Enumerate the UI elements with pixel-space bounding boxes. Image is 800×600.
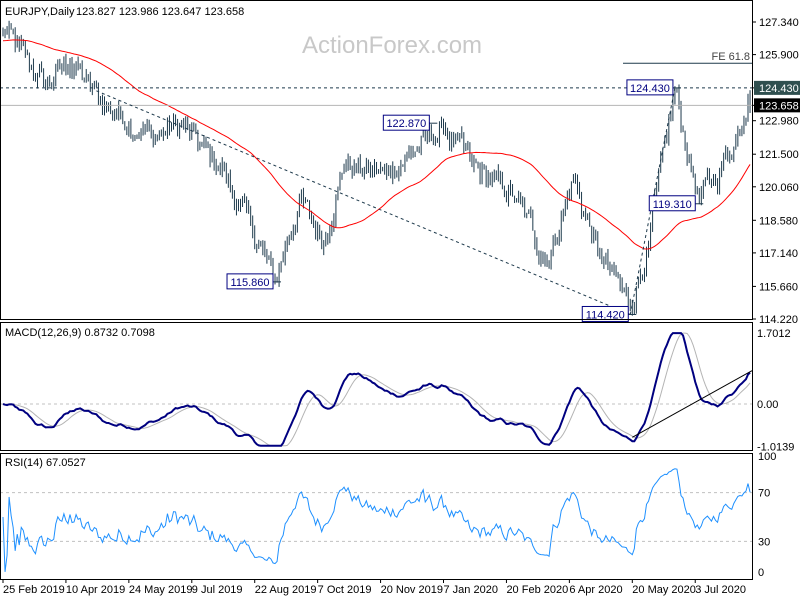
date-tick-label: 20 May 2020 xyxy=(632,584,696,596)
rsi-title: RSI(14) 67.0527 xyxy=(5,457,86,469)
macd-signal-line xyxy=(2,332,751,447)
rsi-tick-label: 0 xyxy=(758,567,764,579)
date-tick-label: 24 May 2019 xyxy=(129,584,193,596)
macd-tick-label: -1.0139 xyxy=(757,441,794,453)
price-tick-label: 121.500 xyxy=(759,149,799,161)
rsi-line xyxy=(2,468,751,572)
date-tick-label: 9 Jul 2019 xyxy=(192,584,243,596)
macd-title: MACD(12,26,9) 0.8732 0.7098 xyxy=(5,327,155,339)
rsi-tick-label: 100 xyxy=(758,451,776,463)
price-annotation-label: 124.430 xyxy=(630,83,670,95)
date-tick-label: 22 Aug 2019 xyxy=(255,584,317,596)
price-annotation-label: 115.860 xyxy=(231,277,270,289)
macd-panel[interactable] xyxy=(0,332,753,447)
rsi-tick-label: 30 xyxy=(758,536,770,548)
price-annotation-box xyxy=(626,79,674,96)
price-annotation-box xyxy=(382,114,430,131)
macd-line xyxy=(2,332,751,447)
date-tick-label: 20 Feb 2020 xyxy=(506,584,568,596)
moving-average-line xyxy=(2,39,751,250)
price-panel[interactable]: FE 61.8 115.860 122.870 124.430 119.310 114.4… xyxy=(0,20,752,322)
symbol-timeframe: EURJPY,Daily xyxy=(5,6,75,18)
date-tick-label: 3 Jul 2020 xyxy=(695,584,746,596)
resistance-price-tag xyxy=(754,80,800,95)
price-tick-label: 127.340 xyxy=(759,17,799,29)
date-tick-label: 25 Feb 2019 xyxy=(3,584,65,596)
panel-frame xyxy=(0,0,753,320)
price-tick-label: 122.980 xyxy=(759,116,799,128)
date-tick-label: 6 Apr 2020 xyxy=(569,584,622,596)
macd-trendline[interactable] xyxy=(632,370,753,438)
macd-tick-label: 1.7012 xyxy=(757,328,791,340)
price-annotation-box xyxy=(581,305,629,322)
macd-tick-label: 0.00 xyxy=(757,399,778,411)
rsi-panel[interactable] xyxy=(0,468,752,572)
price-tick-label: 120.060 xyxy=(759,182,799,194)
watermark: ActionForex.com xyxy=(302,32,482,59)
price-tick-label: 118.580 xyxy=(759,215,798,227)
rsi-tick-label: 70 xyxy=(758,488,770,500)
price-tick-label: 124.430 xyxy=(759,83,799,95)
price-annotation-box xyxy=(648,195,696,212)
price-annotation-label: 119.310 xyxy=(653,199,692,211)
date-tick-label: 7 Jan 2020 xyxy=(444,584,498,596)
date-tick-label: 20 Nov 2019 xyxy=(381,584,443,596)
panel-frame xyxy=(0,453,753,580)
price-annotation-label: 122.870 xyxy=(386,118,426,130)
date-tick-label: 7 Oct 2019 xyxy=(318,584,372,596)
last-price-tag xyxy=(754,98,800,113)
price-annotation-box xyxy=(226,273,274,290)
price-tick-label: 117.140 xyxy=(759,248,798,260)
price-tick-label: 123.658 xyxy=(759,100,799,112)
trendline[interactable] xyxy=(96,90,631,315)
panel-frame xyxy=(0,322,753,451)
date-tick-label: 10 Apr 2019 xyxy=(66,584,125,596)
ohlc-values: 123.827 123.986 123.647 123.658 xyxy=(76,6,244,18)
price-tick-label: 125.900 xyxy=(759,50,799,62)
fe-label: FE 61.8 xyxy=(711,51,750,63)
price-tick-label: 114.220 xyxy=(759,314,798,326)
price-tick-label: 115.660 xyxy=(759,281,798,293)
price-annotation-label: 114.420 xyxy=(586,309,625,321)
